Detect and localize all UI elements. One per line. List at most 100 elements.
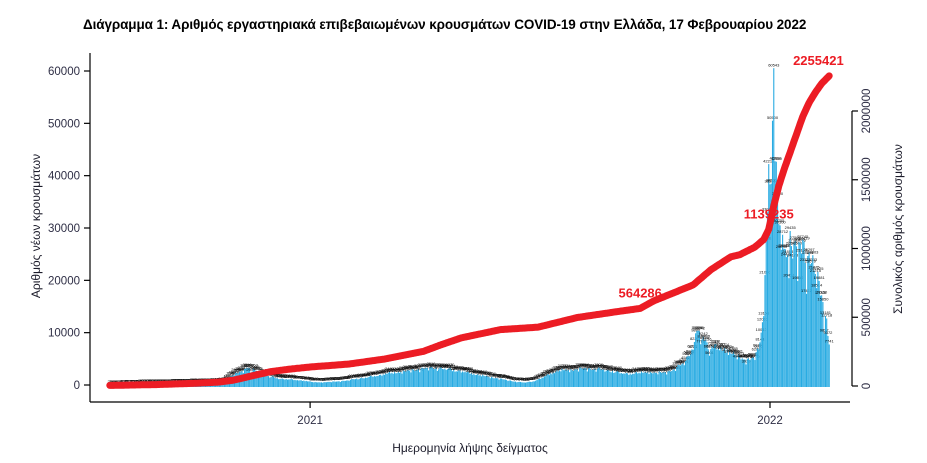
bar-value-label: 1187 (535, 373, 544, 378)
bar-value-label: 23324 (800, 257, 812, 262)
daily-cases-bar (701, 339, 703, 387)
daily-cases-bar (445, 370, 447, 387)
daily-cases-bar (453, 369, 455, 387)
bar-value-label: 2450 (661, 366, 671, 371)
daily-cases-bar (712, 348, 714, 387)
daily-cases-bar (328, 381, 330, 387)
y-left-tick-label: 0 (74, 380, 80, 392)
daily-cases-bar (402, 370, 404, 387)
bar-value-label: 2723 (456, 365, 466, 370)
bar-value-label: 18514 (811, 282, 823, 287)
bar-value-label: 2961 (447, 364, 457, 369)
bar-value-label: 508 (513, 377, 520, 382)
daily-cases-bar (348, 380, 350, 387)
bar-value-label: 7365 (708, 341, 718, 346)
bar-value-label: 2085 (645, 368, 655, 373)
daily-cases-bar (632, 373, 634, 387)
bar-value-label: 262 (163, 378, 170, 383)
daily-cases-bar (377, 376, 379, 387)
bar-value-label: 901 (297, 374, 304, 379)
bar-value-label: 2680 (613, 365, 623, 370)
daily-cases-bar (475, 374, 477, 387)
daily-cases-bar (726, 349, 728, 387)
daily-cases-bar (809, 264, 811, 387)
bar-value-label: 587 (324, 376, 331, 381)
bar-value-label: 720 (336, 375, 343, 380)
bar-value-label: 2140 (469, 368, 479, 373)
daily-cases-bar (811, 262, 813, 387)
bar-value-label: 1411 (539, 372, 548, 377)
daily-cases-bar (414, 370, 416, 387)
bar-value-label: 2968 (597, 364, 607, 369)
bar-value-label: 24434 (781, 251, 793, 256)
bar-value-label: 3433 (672, 361, 682, 366)
bar-value-label: 42212 (763, 158, 775, 163)
daily-cases-bar (517, 382, 519, 387)
bar-value-label: 3250 (423, 362, 433, 367)
bar-value-label: 1268 (490, 373, 500, 378)
bar-value-label: 5031 (747, 353, 757, 358)
bar-value-label: 144 (132, 378, 139, 383)
bar-value-label: 2170 (621, 368, 631, 373)
bar-value-label: 6289 (752, 346, 762, 351)
daily-cases-bar (577, 371, 580, 387)
daily-cases-bar (700, 344, 702, 387)
bar-value-label: 5026 (743, 353, 753, 358)
daily-cases-bar (658, 371, 660, 387)
daily-cases-bar (543, 376, 546, 387)
bar-value-label: 3120 (417, 363, 427, 368)
daily-cases-bar (501, 378, 503, 387)
daily-cases-bar (630, 374, 632, 387)
daily-cases-bar (324, 382, 326, 387)
daily-cases-bar (336, 381, 338, 387)
bar-value-label: 633 (526, 376, 533, 381)
daily-cases-bar (582, 368, 585, 387)
bar-value-label: 3197 (579, 362, 589, 367)
daily-cases-bar (590, 369, 592, 387)
y-left-tick-label: 40000 (48, 171, 80, 183)
daily-cases-bar (385, 373, 387, 387)
bar-value-label: 5508 (685, 350, 695, 355)
daily-cases-bar (605, 370, 607, 387)
daily-cases-bar (490, 376, 493, 387)
daily-cases-bar (601, 369, 603, 387)
daily-cases-bar (255, 370, 257, 387)
bar-value-label: 74 (118, 379, 123, 384)
daily-cases-bar (392, 373, 394, 387)
bar-value-label: 1093 (224, 373, 234, 378)
daily-cases-bar (472, 374, 474, 387)
bar-value-label: 693 (304, 376, 311, 381)
daily-cases-bar (571, 370, 573, 387)
bar-value-label: 2416 (611, 367, 621, 372)
bar-value-label: 1694 (541, 370, 551, 375)
daily-cases-bar (307, 381, 309, 387)
bar-value-label: 2500 (396, 366, 406, 371)
bar-value-label: 17417 (801, 288, 813, 293)
bar-value-label: 2283 (647, 367, 657, 372)
bar-value-label: 1550 (485, 371, 495, 376)
bar-value-label: 2992 (589, 364, 599, 369)
daily-cases-bar (555, 371, 557, 387)
bar-value-label: 672 (329, 376, 336, 381)
daily-cases-bar (535, 380, 537, 387)
bar-value-label: 27 (109, 379, 114, 384)
bar-value-label: 19881 (814, 275, 826, 280)
daily-cases-bar (319, 382, 321, 387)
bar-value-label: 686 (334, 376, 341, 381)
daily-cases-bar (784, 248, 786, 387)
daily-cases-bar (438, 369, 440, 387)
bar-value-label: 2379 (457, 367, 467, 372)
bar-value-label: 2236 (636, 367, 646, 372)
bar-value-label: 458 (522, 377, 529, 382)
daily-cases-bar (720, 347, 722, 387)
bar-value-label: 3218 (244, 362, 254, 367)
bar-value-label: 157 (130, 378, 137, 383)
bar-value-label: 125 (127, 379, 134, 384)
bar-value-label: 504 (311, 377, 318, 382)
bar-value-label: 1150 (282, 373, 291, 378)
bar-value-label: 2865 (403, 364, 413, 369)
bar-value-label: 3929 (742, 359, 752, 364)
bar-value-label: 105 (120, 379, 127, 384)
bar-value-label: 310 (177, 378, 184, 383)
bar-value-label: 308 (176, 378, 183, 383)
